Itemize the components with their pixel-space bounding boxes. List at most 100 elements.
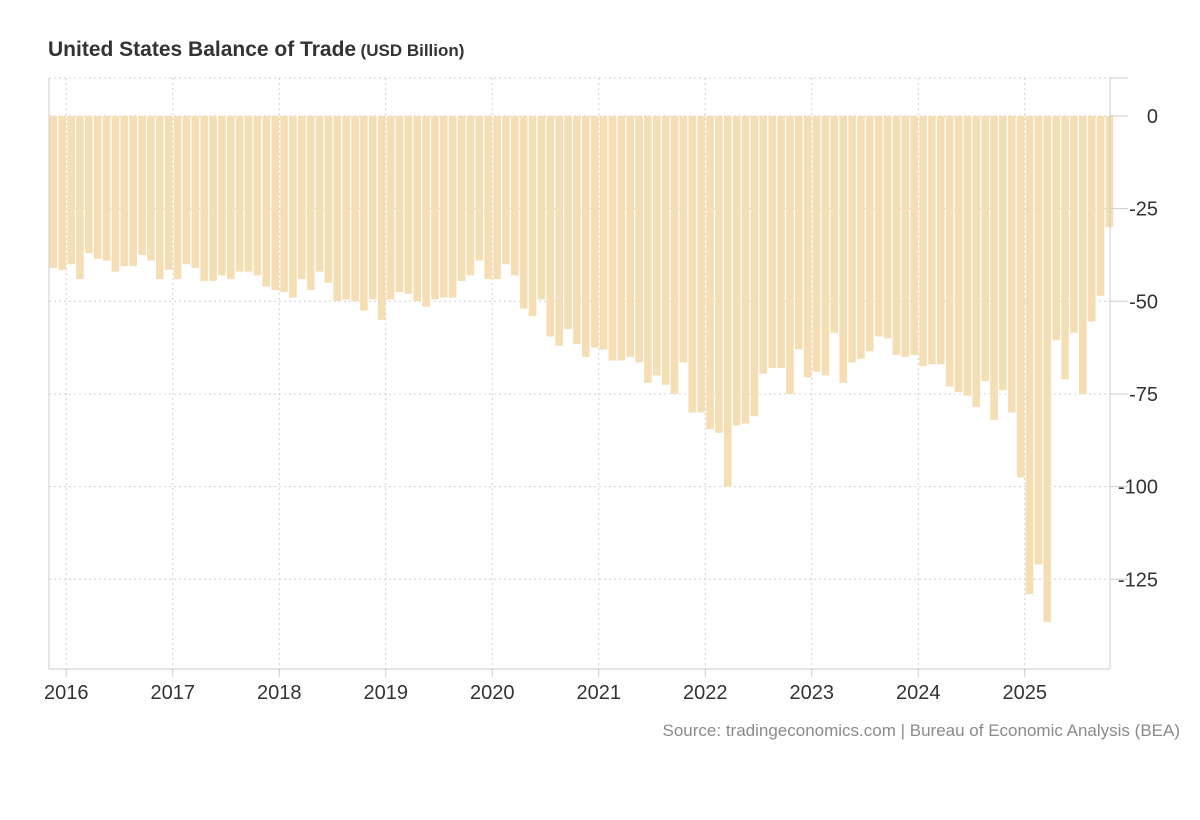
bar	[1061, 116, 1069, 380]
bar	[306, 116, 315, 291]
bar	[617, 116, 626, 361]
bar	[715, 116, 723, 433]
x-tick-label: 2020	[470, 682, 515, 704]
bar	[644, 116, 652, 383]
x-tick-label: 2025	[1003, 682, 1048, 704]
bar	[404, 116, 413, 294]
bar	[972, 116, 981, 407]
x-tick-label: 2018	[257, 682, 302, 704]
bar	[1008, 116, 1016, 413]
bar	[546, 116, 555, 337]
bar	[786, 116, 794, 394]
bar	[564, 116, 572, 330]
bar	[892, 116, 901, 356]
y-tick-label: -125	[1118, 569, 1158, 591]
bar	[608, 116, 617, 361]
y-tick-label: -50	[1129, 291, 1158, 313]
bar	[209, 116, 217, 281]
y-tick-label: -100	[1118, 477, 1158, 499]
bar	[102, 116, 111, 261]
bar	[76, 116, 84, 280]
bar	[590, 116, 599, 348]
bar	[679, 116, 688, 363]
bar	[945, 116, 954, 387]
bar	[901, 116, 910, 357]
bar	[697, 116, 705, 413]
bar	[111, 116, 120, 272]
bar	[484, 116, 492, 280]
bar	[928, 116, 936, 365]
bar	[688, 116, 697, 413]
bar	[377, 116, 386, 320]
bar	[395, 116, 404, 293]
bar	[661, 116, 670, 385]
bar	[635, 116, 643, 363]
bar	[200, 116, 208, 281]
bar	[475, 116, 484, 261]
bar	[768, 116, 776, 369]
bar	[857, 116, 865, 359]
bar	[803, 116, 812, 378]
x-tick-label: 2022	[683, 682, 728, 704]
bar	[830, 116, 839, 333]
bar	[555, 116, 563, 346]
bar	[1034, 116, 1043, 565]
bar	[1096, 116, 1105, 296]
bar	[173, 116, 182, 280]
bar	[963, 116, 972, 396]
bar	[670, 116, 679, 394]
bar	[519, 116, 528, 309]
bar	[795, 116, 803, 350]
bar	[502, 116, 510, 265]
bar	[333, 116, 342, 302]
bar	[253, 116, 262, 276]
chart-unit-label: (USD Billion)	[360, 41, 465, 60]
x-tick-label: 2023	[790, 682, 835, 704]
bar	[848, 116, 856, 363]
bar	[1043, 116, 1052, 622]
bar	[431, 116, 439, 300]
bar	[422, 116, 430, 307]
bar	[386, 116, 395, 300]
x-tick-label: 2017	[151, 682, 196, 704]
bar	[369, 116, 377, 300]
bar	[750, 116, 759, 417]
bar	[67, 116, 75, 265]
bar	[821, 116, 830, 376]
bar	[759, 116, 768, 374]
y-tick-label: 0	[1147, 106, 1158, 128]
bar	[706, 116, 714, 430]
bar	[1105, 116, 1114, 228]
bar	[1052, 116, 1060, 341]
bar	[298, 116, 306, 280]
bar	[271, 116, 279, 291]
bar	[537, 116, 546, 300]
bar	[262, 116, 271, 287]
bar	[493, 116, 501, 280]
bar	[573, 116, 581, 344]
bar	[1070, 116, 1078, 333]
bar	[315, 116, 324, 272]
bar	[990, 116, 998, 420]
bar	[58, 116, 66, 270]
bar	[164, 116, 173, 270]
bar	[1087, 116, 1096, 322]
bar	[1016, 116, 1025, 478]
bar	[129, 116, 137, 267]
bar	[120, 116, 129, 267]
bar	[280, 116, 288, 293]
bar	[351, 116, 359, 302]
y-tick-label: -75	[1129, 384, 1158, 406]
bar	[910, 116, 918, 356]
bar	[289, 116, 297, 298]
x-tick-label: 2024	[896, 682, 941, 704]
source-note: Source: tradingeconomics.com | Bureau of…	[662, 721, 1180, 740]
bar	[218, 116, 226, 276]
bar	[626, 116, 634, 357]
axes	[48, 77, 1128, 677]
bar	[741, 116, 750, 424]
tick-labels: 0 -25 -50 -75 -100 -125 2016 2017 2018 2019 2020 20…	[44, 106, 1158, 704]
bar	[724, 116, 732, 487]
bar	[49, 116, 58, 268]
